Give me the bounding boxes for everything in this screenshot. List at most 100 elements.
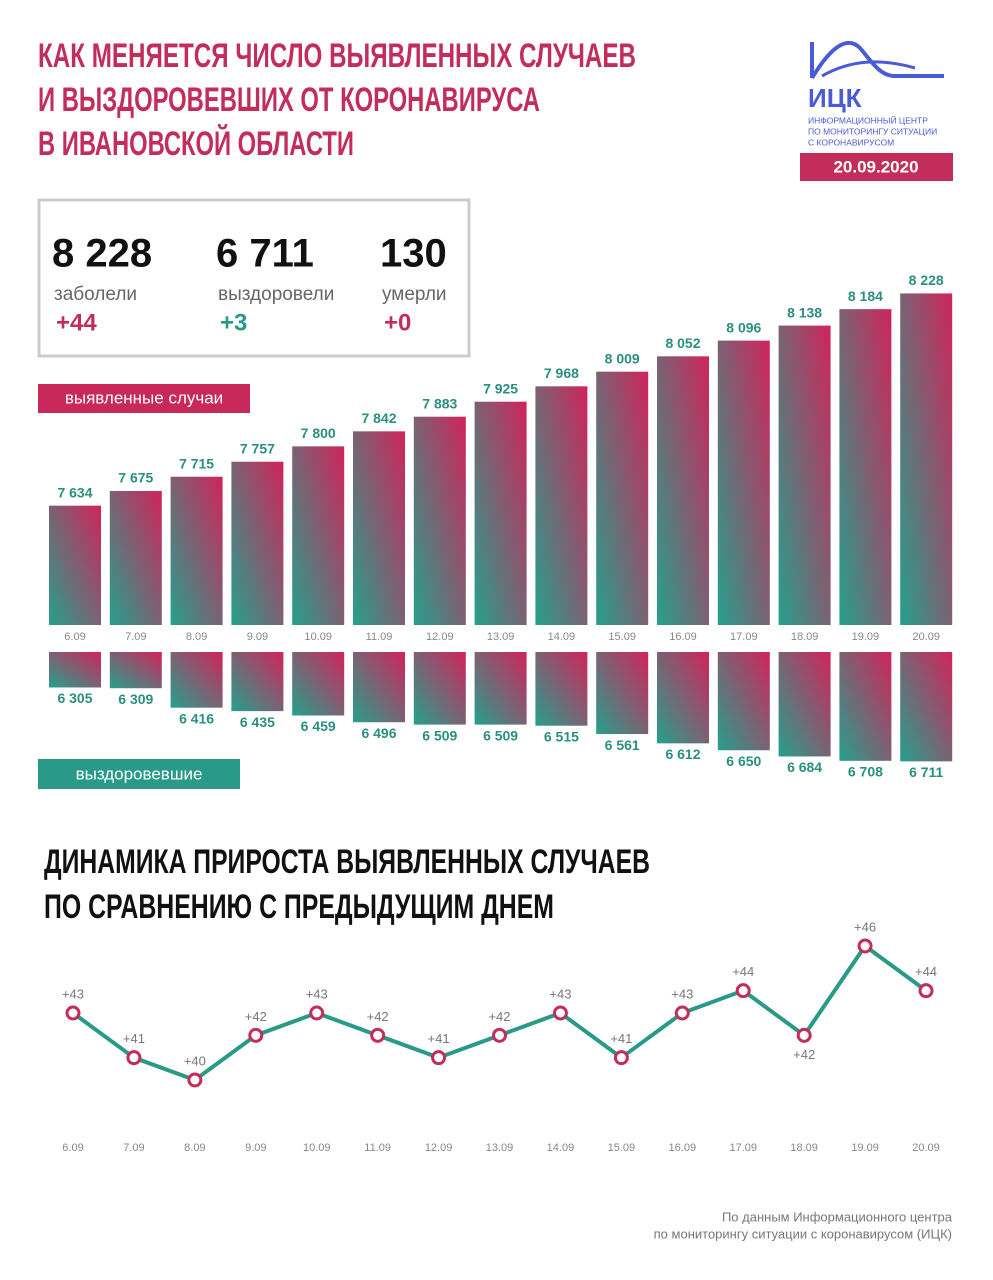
x-tick-label: 15.09: [608, 1142, 636, 1154]
x-tick-label: 7.09: [123, 1142, 144, 1154]
x-tick-label: 14.09: [548, 631, 576, 643]
marker: [126, 1050, 142, 1066]
bar: [596, 652, 649, 735]
marker: [613, 1050, 629, 1066]
bar: [778, 652, 831, 757]
value-label: 6 305: [57, 690, 92, 706]
value-label: 6 612: [665, 746, 700, 762]
value-label: 7 883: [422, 395, 457, 411]
bar: [49, 652, 101, 688]
x-tick-label: 12.09: [425, 1142, 453, 1154]
value-label: 7 634: [57, 484, 92, 500]
bar: [657, 652, 709, 744]
title-line: И ВЫЗДОРОВЕВШИХ ОТ КОРОНАВИРУСА: [38, 81, 540, 119]
value-label: 6 711: [909, 764, 943, 780]
value-label: 8 138: [787, 304, 822, 320]
value-label: 6 309: [118, 691, 153, 707]
marker: [492, 1027, 508, 1043]
value-label: +43: [549, 986, 571, 1001]
x-tick-label: 16.09: [669, 1142, 697, 1154]
date: 20.09.2020: [833, 157, 918, 176]
value-label: 7 757: [240, 440, 275, 456]
value-label: +42: [488, 1009, 510, 1024]
marker: [309, 1005, 325, 1021]
logo: ИЦК ИНФОРМАЦИОННЫЙ ЦЕНТР ПО МОНИТОРИНГУ …: [808, 40, 944, 147]
bar: [778, 325, 831, 625]
x-tick-label: 6.09: [64, 631, 85, 643]
value-label: +43: [306, 986, 328, 1001]
x-tick-label: 17.09: [729, 1142, 757, 1154]
x-tick-label: 15.09: [608, 631, 636, 643]
x-tick-label: 11.09: [366, 631, 393, 643]
value-label: +41: [610, 1031, 632, 1046]
legend-label: выздоровевшие: [76, 764, 203, 783]
logo-text: С КОРОНАВИРУСОМ: [808, 137, 894, 147]
source: по мониторингу ситуации с коронавирусом …: [654, 1226, 952, 1241]
bar: [170, 652, 223, 708]
summary: 8 228 заболели +44 6 711 выздоровели +3 130 уме…: [52, 232, 447, 337]
marker: [796, 1027, 812, 1043]
x-tick-label: 19.09: [851, 1142, 879, 1154]
value-label: 8 096: [726, 319, 761, 335]
summary-value: 130: [380, 232, 447, 276]
x-tick-label: 17.09: [730, 631, 758, 643]
value-label: +42: [793, 1047, 815, 1062]
x-tick-label: 7.09: [125, 631, 146, 643]
bar: [109, 491, 162, 625]
section-title: ПО СРАВНЕНИЮ С ПРЕДЫДУЩИМ ДНЕМ: [44, 888, 554, 926]
summary-change: +0: [384, 309, 411, 336]
x-tick-label: 10.09: [304, 631, 332, 643]
value-label: 6 435: [240, 714, 275, 730]
value-label: 6 509: [483, 727, 518, 743]
legend-box: [38, 759, 240, 789]
bar: [353, 652, 405, 723]
value-label: 6 496: [361, 725, 396, 741]
x-tick-label: 13.09: [486, 1142, 514, 1154]
value-label: 7 675: [118, 470, 153, 486]
title-line: В ИВАНОВСКОЙ ОБЛАСТИ: [38, 124, 354, 163]
x-tick-label: 8.09: [186, 631, 207, 643]
summary-label: выздоровели: [218, 284, 334, 305]
bar: [657, 356, 709, 625]
value-label: 8 228: [909, 272, 944, 288]
logo-text: ПО МОНИТОРИНГУ СИТУАЦИИ: [808, 126, 937, 136]
value-label: +44: [915, 964, 937, 979]
value-label: +41: [123, 1031, 145, 1046]
summary-value: 6 711: [216, 232, 314, 276]
x-tick-label: 11.09: [364, 1142, 391, 1154]
bar: [353, 431, 405, 625]
bar: [474, 652, 527, 725]
x-tick-label: 13.09: [487, 631, 515, 643]
x-tick-label: 9.09: [245, 1142, 266, 1154]
bar: [170, 476, 223, 625]
charts: 7 634 6.09 7 675 7.09 7 715 8.09 7 757 9.09 7 80…: [49, 272, 953, 1154]
bar: [596, 371, 649, 625]
source: По данным Информационного центра: [722, 1209, 953, 1224]
value-label: +43: [671, 986, 693, 1001]
bar: [231, 652, 284, 712]
bar: [839, 652, 892, 761]
value-label: 6 708: [848, 764, 883, 780]
marker: [735, 983, 751, 999]
value-label: 8 052: [665, 335, 700, 351]
value-label: +42: [367, 1009, 389, 1024]
bar: [900, 293, 953, 625]
marker: [674, 1005, 690, 1021]
section-title: ДИНАМИКА ПРИРОСТА ВЫЯВЛЕННЫХ СЛУЧАЕВ: [44, 843, 650, 881]
logo-text: ИНФОРМАЦИОННЫЙ ЦЕНТР: [808, 114, 928, 125]
x-tick-label: 16.09: [669, 631, 697, 643]
marker: [857, 938, 873, 954]
value-label: 7 842: [361, 410, 396, 426]
bar: [535, 652, 588, 726]
value-label: +46: [854, 919, 876, 934]
value-label: 6 515: [544, 728, 579, 744]
value-label: 8 184: [848, 288, 883, 304]
x-tick-label: 10.09: [303, 1142, 331, 1154]
x-tick-label: 9.09: [247, 631, 268, 643]
bar: [839, 309, 892, 625]
marker: [370, 1027, 386, 1043]
value-label: 7 968: [544, 365, 579, 381]
value-label: 6 509: [422, 727, 457, 743]
title-line: КАК МЕНЯЕТСЯ ЧИСЛО ВЫЯВЛЕННЫХ СЛУЧАЕВ: [38, 37, 636, 75]
summary-value: 8 228: [52, 232, 152, 276]
